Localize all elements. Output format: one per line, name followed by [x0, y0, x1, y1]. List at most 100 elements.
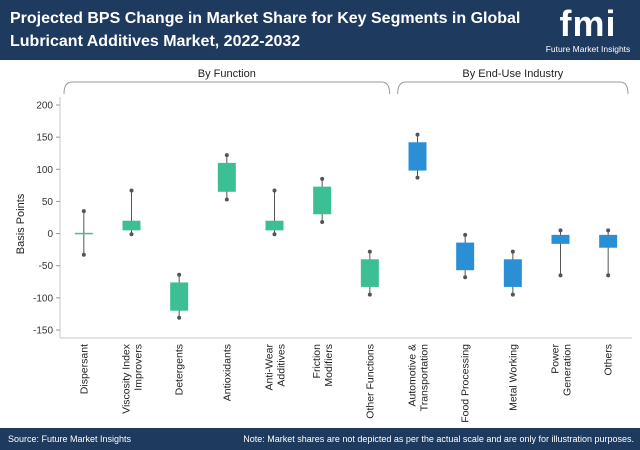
box-mark: [122, 220, 141, 231]
x-tick-label: Food Processing: [460, 344, 472, 423]
footer-bar: Source: Future Market Insights Note: Mar…: [0, 428, 640, 450]
group-label: By Function: [198, 68, 256, 80]
y-tick-label: 50: [42, 197, 54, 208]
whisker-low-dot: [177, 315, 182, 320]
box-mark: [74, 232, 93, 235]
y-tick-label: 0: [47, 229, 53, 240]
x-tick-label-line: Other Functions: [364, 344, 376, 419]
x-tick-label-line: Detergents: [174, 344, 186, 395]
x-tick-label-group: Viscosity IndexImprovers: [121, 343, 145, 414]
chart-marks: [74, 132, 618, 320]
box-mark: [313, 186, 332, 215]
whisker-high-dot: [129, 188, 134, 193]
whisker-high-dot: [81, 209, 86, 214]
x-tick-label: Anti-WearAdditives: [264, 344, 288, 391]
y-tick-label: 200: [36, 101, 53, 112]
x-tick-label-line: Improvers: [133, 344, 145, 391]
y-tick-label: -150: [33, 326, 53, 337]
x-tick-label-line: Modifiers: [323, 344, 335, 387]
whisker-high-dot: [224, 153, 229, 158]
logo-mark: fmi: [559, 3, 617, 44]
whisker-low-dot: [367, 292, 372, 297]
whisker-low-dot: [463, 275, 468, 280]
box-mark: [551, 234, 570, 244]
x-tick-label: Automotive &Transportation: [407, 344, 431, 411]
x-tick-label: Viscosity IndexImprovers: [121, 343, 145, 414]
header-banner: Projected BPS Change in Market Share for…: [0, 0, 640, 60]
x-tick-label-line: Transportation: [419, 344, 431, 411]
box-plot-chart: -150 -100 -50 0 50 100 150 200 By Function By End…: [15, 68, 632, 423]
x-tick-label-line: Viscosity Index: [121, 343, 133, 414]
box-mark: [408, 142, 427, 171]
whisker-high-dot: [463, 232, 468, 237]
whisker-high-dot: [558, 228, 563, 233]
x-tick-label-group: FrictionModifiers: [311, 344, 335, 387]
x-tick-label-line: Dispersant: [78, 344, 90, 394]
box-mark: [170, 282, 189, 311]
x-tick-label: FrictionModifiers: [311, 344, 335, 387]
group-bracket: [397, 81, 629, 95]
whisker-low-dot: [606, 273, 611, 278]
x-tick-label-group: Food Processing: [460, 344, 472, 423]
y-tick-label: 100: [36, 165, 53, 176]
x-tick-label-line: Additives: [276, 344, 288, 387]
box-mark: [265, 220, 284, 231]
x-tick-label-line: Others: [603, 344, 615, 376]
x-tick-label-group: Metal Working: [507, 344, 519, 411]
x-tick-label: Other Functions: [364, 344, 376, 419]
whisker-low-dot: [510, 292, 515, 297]
fmi-logo: fmi Future Market Insights: [540, 2, 636, 58]
x-tick-label-line: Friction: [311, 344, 323, 379]
x-tick-label: Antioxidants: [221, 344, 233, 401]
x-tick-label-line: Generation: [562, 344, 574, 396]
x-tick-label: Dispersant: [78, 344, 90, 394]
y-tick-label: 150: [36, 133, 53, 144]
x-tick-label-line: Anti-Wear: [264, 344, 276, 391]
x-tick-label-line: Metal Working: [507, 344, 519, 411]
box-mark: [456, 242, 475, 271]
group-label: By End-Use Industry: [462, 68, 563, 80]
whisker-low-dot: [558, 273, 563, 278]
whisker-low-dot: [224, 197, 229, 202]
x-tick-label-group: Antioxidants: [221, 344, 233, 401]
x-tick-label: Others: [603, 344, 615, 376]
source-text: Source: Future Market Insights: [8, 434, 132, 444]
x-tick-label: PowerGeneration: [550, 344, 574, 396]
whisker-high-dot: [606, 228, 611, 233]
x-tick-label-group: PowerGeneration: [550, 344, 574, 396]
whisker-high-dot: [272, 188, 277, 193]
whisker-high-dot: [320, 176, 325, 181]
x-tick-label-line: Power: [550, 344, 562, 374]
whisker-low-dot: [415, 175, 420, 180]
group-bracket: [63, 81, 391, 95]
box-mark: [360, 259, 379, 287]
y-tick-label: -50: [39, 261, 54, 272]
x-tick-label: Detergents: [174, 344, 186, 395]
x-tick-label-group: Anti-WearAdditives: [264, 344, 288, 391]
box-mark: [599, 234, 618, 248]
x-tick-label: Metal Working: [507, 344, 519, 411]
note-text: Note: Market shares are not depicted as …: [243, 434, 634, 444]
whisker-low-dot: [320, 220, 325, 224]
x-tick-label-group: Others: [603, 344, 615, 376]
box-mark: [217, 162, 236, 192]
whisker-low-dot: [81, 252, 86, 257]
x-tick-label-group: Dispersant: [78, 344, 90, 394]
y-axis-label: Basis Points: [15, 193, 27, 254]
logo-text: Future Market Insights: [545, 44, 631, 54]
x-tick-label-line: Antioxidants: [221, 344, 233, 401]
chart-axes: -150 -100 -50 0 50 100 150 200 By Function By End…: [33, 68, 632, 423]
whisker-low-dot: [129, 232, 134, 237]
chart-title: Projected BPS Change in Market Share for…: [10, 10, 521, 50]
whisker-high-dot: [510, 249, 515, 254]
whisker-low-dot: [272, 232, 277, 237]
x-tick-label-group: Detergents: [174, 344, 186, 395]
x-tick-label-line: Automotive &: [407, 344, 419, 406]
whisker-high-dot: [177, 272, 182, 277]
box-mark: [503, 259, 522, 287]
x-tick-label-group: Other Functions: [364, 344, 376, 419]
x-tick-label-group: Automotive &Transportation: [407, 344, 431, 411]
whisker-high-dot: [367, 249, 372, 254]
y-tick-label: -100: [33, 293, 53, 304]
whisker-high-dot: [415, 132, 420, 137]
